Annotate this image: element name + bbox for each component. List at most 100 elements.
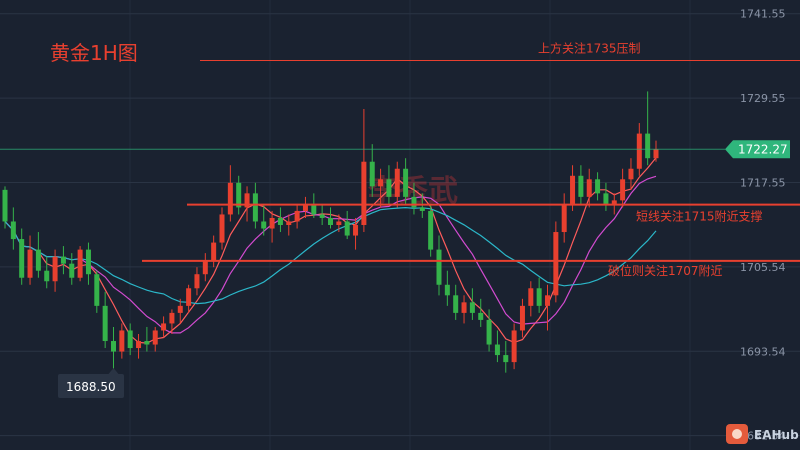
candle [478, 298, 484, 327]
candle [2, 186, 8, 229]
moving-average-line [4, 206, 657, 305]
candle-body [77, 249, 83, 278]
current-price-tag: 1722.27 [0, 140, 790, 159]
candle [336, 214, 342, 233]
candle [578, 165, 584, 204]
logo-text: EAHub [754, 428, 799, 442]
candle [411, 182, 417, 215]
candle-body [52, 256, 58, 282]
candles [2, 91, 659, 387]
candle-body [545, 295, 550, 306]
candle-body [144, 341, 150, 345]
candle [595, 172, 601, 201]
candle-body [294, 210, 300, 222]
candle [603, 182, 609, 211]
candle [536, 277, 542, 313]
y-tick-label: 1717.55 [740, 176, 786, 189]
candle-body [469, 302, 475, 313]
candle [35, 232, 41, 278]
candle [461, 295, 467, 324]
candle-body [85, 249, 91, 275]
candle [10, 207, 16, 250]
candle-body [269, 217, 275, 229]
candle-body [236, 182, 242, 208]
candle [252, 182, 258, 229]
candle [361, 108, 367, 233]
candle [570, 165, 576, 211]
candle-body [10, 221, 16, 240]
candle-body [111, 341, 116, 352]
candle-body [653, 149, 659, 159]
candle-body [194, 274, 200, 289]
candle [378, 168, 384, 208]
candle [419, 193, 425, 218]
candle-body [319, 214, 325, 218]
candle [261, 203, 267, 236]
candle-body [44, 270, 50, 282]
level-label: 上方关注1735压制 [538, 40, 641, 55]
candle [127, 323, 133, 356]
candle [186, 284, 192, 313]
y-tick-label: 1729.55 [740, 92, 786, 105]
y-tick-label: 1741.55 [740, 8, 786, 21]
candle-body [636, 133, 642, 169]
candle-body [186, 288, 192, 306]
candle-body [136, 341, 142, 349]
candle [386, 165, 392, 204]
y-tick-label: 1693.54 [740, 345, 786, 358]
candle-body [161, 323, 167, 331]
candle [494, 330, 500, 363]
candle-body [536, 288, 542, 306]
candle-body [119, 330, 125, 352]
candle [444, 270, 450, 306]
candle-body [494, 344, 500, 356]
bear-icon-face [732, 429, 742, 439]
candle [152, 326, 158, 352]
candle-body [219, 214, 225, 243]
candle-body [2, 189, 8, 222]
candle-body [344, 221, 350, 236]
candle-body [486, 319, 492, 345]
candle-body [177, 305, 183, 313]
candle [553, 221, 559, 303]
candle [344, 210, 350, 240]
candle [403, 158, 409, 204]
candle-body [444, 284, 450, 296]
candle-body [453, 295, 459, 313]
candle-body [311, 203, 317, 215]
candle-body [419, 207, 425, 211]
low-marker-label: 1688.50 [66, 380, 116, 394]
current-price-label: 1722.27 [738, 142, 788, 156]
candle [94, 270, 100, 313]
candle-body [252, 193, 258, 222]
candle [211, 235, 217, 268]
candle-body [277, 217, 283, 225]
candle [428, 203, 434, 257]
candle-body [528, 288, 534, 306]
candle-body [202, 260, 208, 275]
candle-body [436, 249, 442, 285]
candle-body [645, 133, 651, 159]
candle [227, 165, 233, 222]
candle [85, 242, 91, 285]
candle-body [511, 330, 517, 363]
candle [60, 246, 66, 275]
candle-body [35, 249, 41, 271]
candle [286, 214, 292, 236]
candle-body [603, 193, 609, 204]
candle-body [378, 179, 384, 187]
current-price-badge [725, 140, 790, 159]
y-tick-label: 1681.54 [740, 430, 786, 443]
candle-body [369, 161, 375, 187]
candle [119, 323, 125, 359]
candle-body [94, 274, 100, 306]
candle-body [620, 179, 626, 201]
candle-body [503, 355, 509, 363]
level-label: 破位则关注1707附近 [608, 263, 723, 278]
candle-body [102, 305, 108, 342]
candle [436, 235, 442, 296]
